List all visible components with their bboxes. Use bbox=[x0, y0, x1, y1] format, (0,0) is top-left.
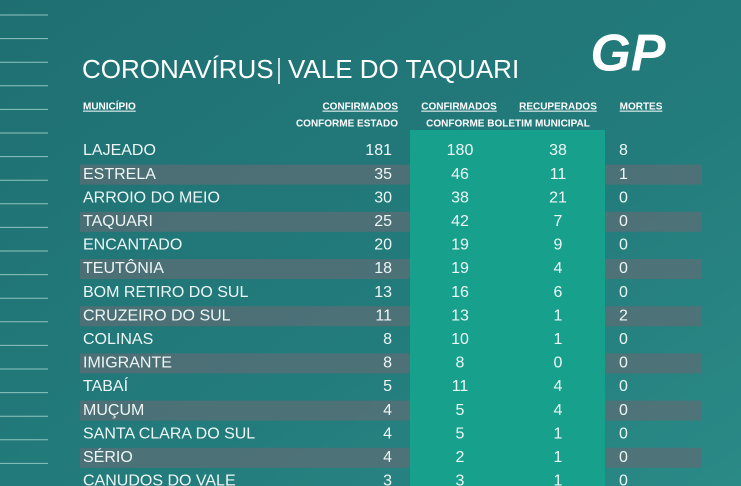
confirmed-municipal-cell: 10 bbox=[451, 331, 469, 348]
municipality-cell: TAQUARI bbox=[83, 213, 153, 230]
confirmed-municipal-cell: 2 bbox=[456, 449, 465, 466]
confirmed-municipal-cell: 11 bbox=[452, 378, 469, 395]
side-lines bbox=[0, 14, 48, 464]
deaths-cell: 0 bbox=[619, 378, 628, 395]
deaths-cell: 0 bbox=[619, 213, 628, 230]
column-header: MUNICÍPIO bbox=[83, 100, 136, 113]
deaths-cell: 0 bbox=[619, 425, 628, 442]
confirmed-municipal-cell: 19 bbox=[451, 237, 469, 254]
confirmed-state-cell: 4 bbox=[383, 425, 392, 442]
recovered-cell: 1 bbox=[554, 425, 563, 442]
logo: GP bbox=[590, 25, 665, 83]
municipality-cell: IMIGRANTE bbox=[83, 355, 172, 372]
confirmed-municipal-cell: 16 bbox=[451, 284, 469, 301]
confirmed-state-cell: 8 bbox=[383, 355, 392, 372]
municipality-cell: SÉRIO bbox=[83, 447, 133, 466]
confirmed-state-cell: 4 bbox=[383, 449, 392, 466]
deaths-cell: 0 bbox=[619, 331, 628, 348]
recovered-cell: 38 bbox=[549, 142, 567, 159]
municipality-cell: MUÇUM bbox=[83, 402, 144, 419]
deaths-cell: 1 bbox=[619, 166, 628, 183]
confirmed-municipal-cell: 3 bbox=[456, 473, 465, 486]
confirmed-state-cell: 5 bbox=[383, 378, 392, 395]
confirmed-state-cell: 3 bbox=[383, 473, 392, 486]
municipality-cell: TEUTÔNIA bbox=[83, 258, 164, 277]
deaths-cell: 8 bbox=[619, 142, 628, 159]
municipality-cell: CANUDOS DO VALE bbox=[83, 473, 236, 486]
recovered-cell: 4 bbox=[554, 260, 563, 277]
deaths-cell: 0 bbox=[619, 237, 628, 254]
deaths-cell: 2 bbox=[619, 307, 628, 324]
municipality-cell: ENCANTADO bbox=[83, 237, 182, 254]
highlight-column bbox=[410, 130, 605, 486]
municipality-cell: LAJEADO bbox=[83, 142, 156, 159]
municipality-cell: TABAÍ bbox=[83, 376, 129, 395]
recovered-cell: 1 bbox=[554, 449, 563, 466]
column-header: MORTES bbox=[620, 102, 663, 113]
recovered-cell: 4 bbox=[554, 402, 563, 419]
municipality-cell: CRUZEIRO DO SUL bbox=[83, 307, 231, 324]
title-right: VALE DO TAQUARI bbox=[288, 54, 519, 84]
municipality-cell: SANTA CLARA DO SUL bbox=[83, 425, 255, 442]
column-header: CONFIRMADOS bbox=[421, 102, 497, 113]
municipality-cell: BOM RETIRO DO SUL bbox=[83, 284, 248, 301]
confirmed-state-cell: 30 bbox=[374, 189, 392, 206]
recovered-cell: 11 bbox=[550, 166, 567, 183]
confirmed-state-cell: 4 bbox=[383, 402, 392, 419]
recovered-cell: 1 bbox=[554, 307, 563, 324]
recovered-cell: 0 bbox=[554, 355, 563, 372]
municipality-cell: ESTRELA bbox=[83, 166, 156, 183]
confirmed-municipal-cell: 5 bbox=[456, 425, 465, 442]
confirmed-state-cell: 8 bbox=[383, 331, 392, 348]
confirmed-state-cell: 11 bbox=[375, 307, 392, 324]
recovered-cell: 9 bbox=[554, 237, 563, 254]
confirmed-municipal-cell: 19 bbox=[451, 260, 469, 277]
confirmed-municipal-cell: 13 bbox=[451, 307, 469, 324]
confirmed-municipal-cell: 42 bbox=[451, 213, 469, 230]
confirmed-municipal-cell: 5 bbox=[456, 402, 465, 419]
deaths-cell: 0 bbox=[619, 260, 628, 277]
confirmed-municipal-cell: 180 bbox=[447, 142, 474, 159]
column-subheader: CONFORME ESTADO bbox=[296, 119, 398, 130]
column-header: RECUPERADOS bbox=[519, 102, 597, 113]
confirmed-municipal-cell: 8 bbox=[456, 355, 465, 372]
deaths-cell: 0 bbox=[619, 284, 628, 301]
recovered-cell: 6 bbox=[554, 284, 563, 301]
deaths-cell: 0 bbox=[619, 473, 628, 486]
recovered-cell: 1 bbox=[554, 473, 563, 486]
confirmed-state-cell: 181 bbox=[365, 142, 392, 159]
recovered-cell: 4 bbox=[554, 378, 563, 395]
confirmed-municipal-cell: 46 bbox=[451, 166, 469, 183]
table: MUNICÍPIO CONFIRMADOS CONFORME ESTADO CONFI… bbox=[83, 100, 663, 486]
confirmed-state-cell: 25 bbox=[374, 213, 392, 230]
column-header: CONFIRMADOS bbox=[322, 102, 398, 113]
deaths-cell: 0 bbox=[619, 355, 628, 372]
recovered-cell: 7 bbox=[554, 213, 563, 230]
confirmed-state-cell: 18 bbox=[374, 260, 392, 277]
confirmed-state-cell: 13 bbox=[374, 284, 392, 301]
deaths-cell: 0 bbox=[619, 449, 628, 466]
recovered-cell: 21 bbox=[549, 189, 567, 206]
recovered-cell: 1 bbox=[554, 331, 563, 348]
municipality-cell: COLINAS bbox=[83, 331, 153, 348]
group-header: CONFORME BOLETIM MUNICIPAL bbox=[426, 119, 590, 130]
municipality-cell: ARROIO DO MEIO bbox=[83, 189, 220, 206]
confirmed-municipal-cell: 38 bbox=[451, 189, 469, 206]
deaths-cell: 0 bbox=[619, 402, 628, 419]
title-left: CORONAVÍRUS bbox=[82, 54, 274, 84]
confirmed-state-cell: 20 bbox=[374, 237, 392, 254]
deaths-cell: 0 bbox=[619, 189, 628, 206]
confirmed-state-cell: 35 bbox=[374, 166, 392, 183]
